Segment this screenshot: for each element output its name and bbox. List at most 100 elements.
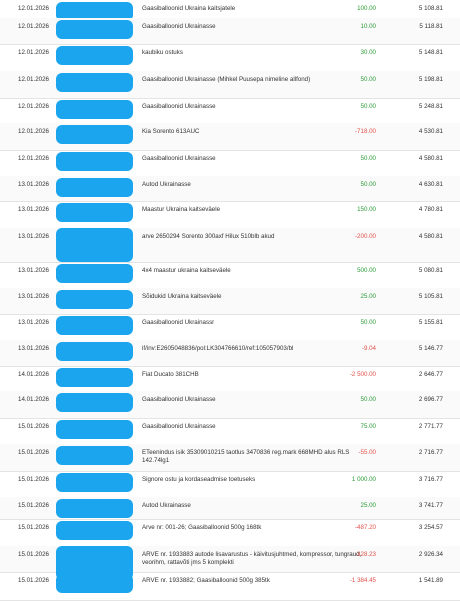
- transaction-row[interactable]: 13.01.2026 Gaasiballoonid Ukrainassr 50.00…: [0, 314, 460, 341]
- transaction-balance: 1 541.89: [418, 577, 443, 584]
- redacted-account-name: [56, 264, 133, 283]
- transaction-row[interactable]: 15.01.2026 ARVE nr. 1933882; Gaasiballoon…: [0, 572, 460, 601]
- transaction-balance: 4 780.81: [418, 206, 443, 213]
- transaction-description: Gaasiballoonid Ukrainasse: [142, 23, 216, 30]
- transaction-row[interactable]: 15.01.2026 Gaasiballoonid Ukrainasse 75.00…: [0, 418, 460, 445]
- transaction-date: 13.01.2026: [18, 319, 49, 326]
- redacted-account-name: [56, 316, 133, 335]
- transaction-amount: 50.00: [360, 76, 376, 83]
- transaction-balance: 2 771.77: [418, 423, 443, 430]
- transaction-row[interactable]: 12.01.2026 Gaasiballoonid Ukrainasse (Mih…: [0, 71, 460, 99]
- transaction-row[interactable]: 12.01.2026 kaubiku ostuks 30.00 5 148.81: [0, 44, 460, 72]
- transaction-balance: 5 080.81: [418, 267, 443, 274]
- transaction-row[interactable]: 13.01.2026 Maastur Ukraina kaitseväele 150…: [0, 201, 460, 229]
- transaction-description: Gaasiballoonid Ukrainasse: [142, 396, 216, 403]
- transaction-description: Sõidukid Ukraina kaitseväele: [142, 293, 222, 300]
- transaction-row[interactable]: 14.01.2026 Gaasiballoonid Ukrainasse 50.00…: [0, 391, 460, 419]
- transaction-amount: 50.00: [360, 396, 376, 403]
- transaction-date: 15.01.2026: [18, 524, 49, 531]
- redacted-account-name: [56, 574, 133, 593]
- transaction-balance: 5 105.81: [418, 293, 443, 300]
- transaction-description: Fiat Ducato 381CHB: [142, 371, 199, 378]
- transaction-date: 12.01.2026: [18, 155, 49, 162]
- transaction-date: 13.01.2026: [18, 206, 49, 213]
- transaction-description: Gaasiballoonid Ukrainasse: [142, 103, 216, 110]
- transaction-balance: 5 108.81: [418, 5, 443, 12]
- transaction-row[interactable]: 15.01.2026 Arve nr: 001-26; Gaasiballooni…: [0, 519, 460, 547]
- redacted-account-name: [56, 393, 133, 412]
- transaction-balance: 5 155.81: [418, 319, 443, 326]
- transaction-amount: 25.00: [360, 293, 376, 300]
- transaction-balance: 2 646.77: [418, 371, 443, 378]
- transaction-row[interactable]: 13.01.2026 4x4 maastur ukraina kaitseväel…: [0, 262, 460, 289]
- transaction-amount: -200.00: [355, 233, 376, 240]
- transaction-amount: 50.00: [360, 103, 376, 110]
- transaction-row[interactable]: 12.01.2026 Gaasiballoonid Ukrainasse 50.00…: [0, 150, 460, 177]
- transaction-balance: 4 530.81: [418, 128, 443, 135]
- transaction-date: 15.01.2026: [18, 551, 49, 558]
- transaction-amount: 30.00: [360, 49, 376, 56]
- redacted-account-name: [56, 152, 133, 171]
- transaction-row[interactable]: 15.01.2026 ARVE nr. 1933883 autode lisava…: [0, 546, 460, 580]
- transaction-date: 15.01.2026: [18, 423, 49, 430]
- transaction-row[interactable]: 13.01.2026 arve 2650294 Sorento 300axf Hi…: [0, 228, 460, 263]
- transaction-date: 13.01.2026: [18, 267, 49, 274]
- transaction-date: 15.01.2026: [18, 502, 49, 509]
- transaction-balance: 3 254.57: [418, 524, 443, 531]
- transaction-amount: 50.00: [360, 319, 376, 326]
- redacted-account-name: [56, 228, 133, 262]
- transaction-balance: 5 148.81: [418, 49, 443, 56]
- transaction-amount: 150.00: [357, 206, 376, 213]
- transaction-row[interactable]: 12.01.2026 Gaasiballoonid Ukraina kaitsja…: [0, 0, 460, 21]
- transaction-row[interactable]: 12.01.2026 Kia Sorento 613AUC -718.00 4 530…: [0, 123, 460, 151]
- redacted-account-name: [56, 290, 133, 309]
- transaction-row[interactable]: 13.01.2026 Autod Ukrainasse 50.00 4 630.81: [0, 176, 460, 202]
- transaction-description: Gaasiballoonid Ukrainasse (Mihkel Puusep…: [142, 76, 311, 83]
- transaction-description: ETeenindus isik 35309010215 taotlus 3470…: [142, 449, 350, 465]
- redacted-account-name: [56, 125, 133, 144]
- transaction-description: Gaasiballoonid Ukrainasse: [142, 423, 216, 430]
- transaction-row[interactable]: 15.01.2026 Autod Ukrainasse 25.00 3 741.77: [0, 497, 460, 520]
- transaction-amount: -2 500.00: [349, 371, 376, 378]
- redacted-account-name: [56, 446, 133, 465]
- transaction-row[interactable]: 15.01.2026 ETeenindus isik 35309010215 ta…: [0, 444, 460, 472]
- transaction-description: ARVE nr. 1933882; Gaasiballoonid 500g 38…: [142, 577, 270, 584]
- transaction-description: Gaasiballoonid Ukraina kaitsjatele: [142, 5, 236, 12]
- transaction-date: 15.01.2026: [18, 476, 49, 483]
- transaction-description: Gaasiballoonid Ukrainassr: [142, 319, 215, 326]
- transaction-description: if/inv:E2605048836/pol:LK304766610/ref:1…: [142, 345, 294, 352]
- transaction-description: Arve nr: 001-26; Gaasiballoonid 500g 168…: [142, 524, 262, 531]
- transaction-amount: -9.04: [361, 345, 376, 352]
- transaction-date: 13.01.2026: [18, 181, 49, 188]
- transaction-amount: -55.00: [358, 449, 376, 456]
- redacted-account-name: [56, 499, 133, 518]
- transaction-amount: -487.20: [355, 524, 376, 531]
- transaction-balance: 5 248.81: [418, 103, 443, 110]
- transaction-row[interactable]: 12.01.2026 Gaasiballoonid Ukrainasse 50.00…: [0, 98, 460, 124]
- redacted-account-name: [56, 473, 133, 492]
- transaction-amount: -328.23: [355, 551, 376, 558]
- transaction-description: Autod Ukrainasse: [142, 502, 191, 509]
- transaction-date: 12.01.2026: [18, 103, 49, 110]
- transaction-date: 15.01.2026: [18, 577, 49, 584]
- transaction-row[interactable]: 13.01.2026 Sõidukid Ukraina kaitseväele 25…: [0, 288, 460, 315]
- transaction-balance: 4 630.81: [418, 181, 443, 188]
- transaction-amount: 1 000.00: [351, 476, 376, 483]
- transaction-description: Signore ostu ja kordaseadmise toetuseks: [142, 476, 256, 483]
- transaction-row[interactable]: 14.01.2026 Fiat Ducato 381CHB -2 500.00 2 6…: [0, 366, 460, 392]
- transaction-row[interactable]: 15.01.2026 Signore ostu ja kordaseadmise …: [0, 471, 460, 498]
- transaction-balance: 2 926.34: [418, 551, 443, 558]
- transaction-description: Autod Ukrainasse: [142, 181, 191, 188]
- transaction-balance: 2 696.77: [418, 396, 443, 403]
- transaction-balance: 3 716.77: [418, 476, 443, 483]
- transaction-description: kaubiku ostuks: [142, 49, 183, 56]
- transaction-balance: 2 716.77: [418, 449, 443, 456]
- redacted-account-name: [56, 420, 133, 439]
- transaction-amount: 100.00: [357, 5, 376, 12]
- transaction-row[interactable]: 13.01.2026 if/inv:E2605048836/pol:LK30476…: [0, 340, 460, 367]
- redacted-account-name: [56, 368, 133, 387]
- transaction-date: 12.01.2026: [18, 76, 49, 83]
- transaction-row[interactable]: 12.01.2026 Gaasiballoonid Ukrainasse 10.00…: [0, 18, 460, 45]
- redacted-account-name: [56, 46, 133, 65]
- transaction-date: 14.01.2026: [18, 396, 49, 403]
